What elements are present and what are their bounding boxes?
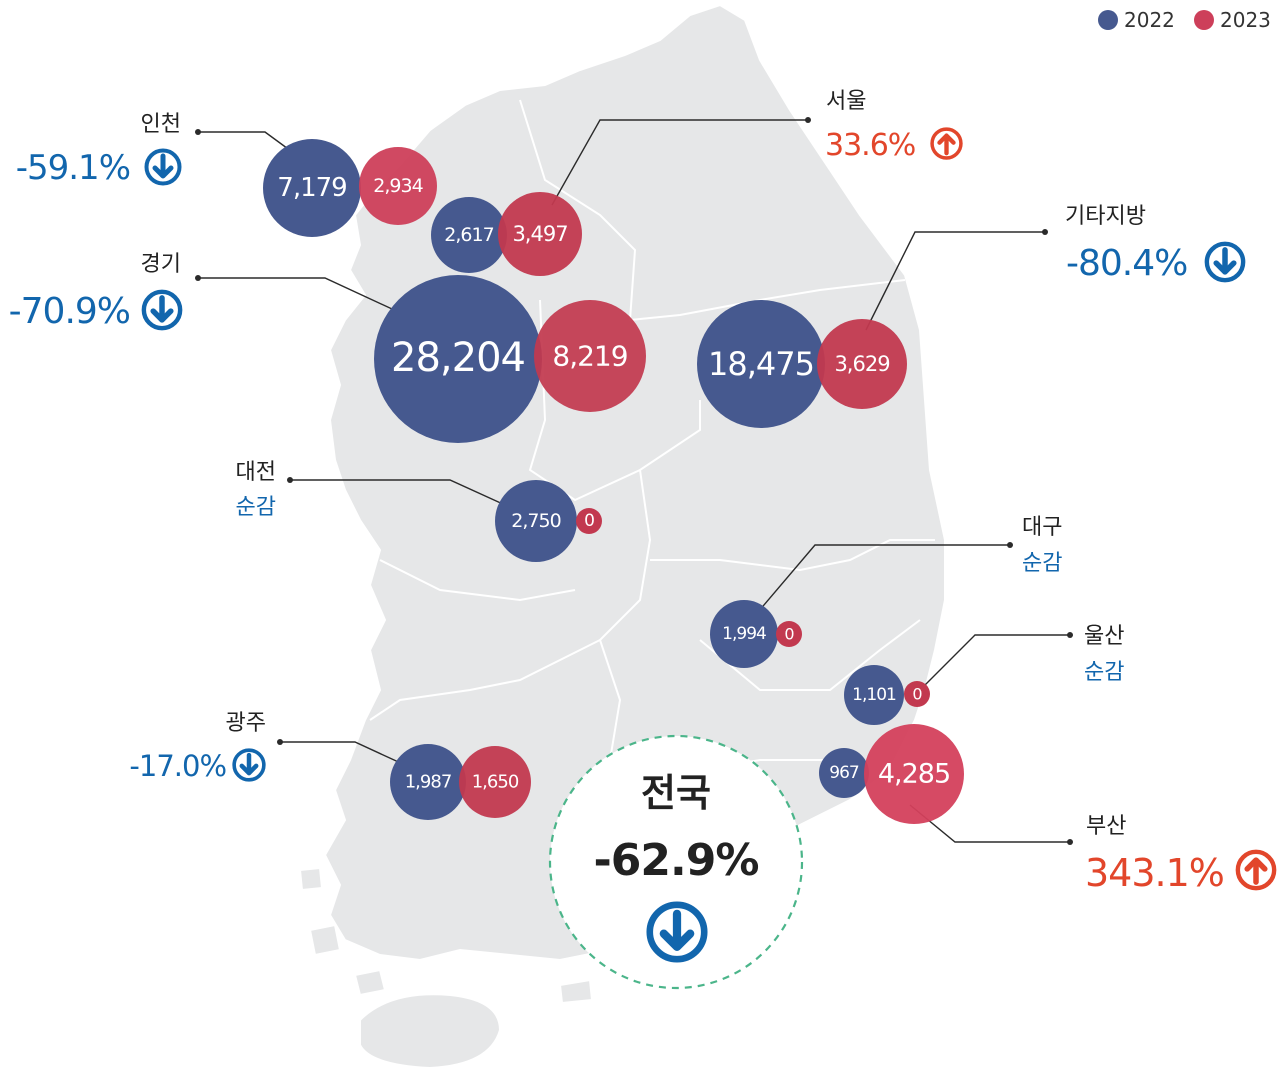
national-total: 전국 -62.9% [548, 734, 804, 990]
bubble-ulsan-2023 [904, 681, 930, 707]
legend-label-2022: 2022 [1124, 8, 1175, 32]
label-gyeonggi: 경기 -70.9% [9, 252, 181, 332]
leader-other [865, 229, 1048, 331]
region-name-gyeonggi: 경기 [141, 252, 181, 277]
value-seoul-2022: 2,617 [444, 224, 493, 246]
leader-daejeon [287, 477, 506, 506]
value-daejeon-2022: 2,750 [511, 510, 560, 532]
change-daegu: 순감 [1022, 551, 1062, 576]
bubble-other-2023 [817, 319, 907, 409]
legend-swatch-2023 [1194, 10, 1214, 30]
bubble-gyeonggi-2022 [374, 275, 542, 443]
change-other: -80.4% [1066, 243, 1187, 284]
bubble-ulsan-2022 [844, 665, 904, 725]
national-ring [548, 734, 804, 990]
bubble-incheon-2023 [359, 147, 437, 225]
change-incheon: -59.1% [16, 148, 130, 188]
change-daejeon: 순감 [236, 495, 276, 520]
bubble-busan-2022 [819, 748, 869, 798]
bubble-daejeon-2023 [576, 508, 602, 534]
leader-seoul [551, 117, 811, 206]
region-name-busan: 부산 [1086, 814, 1126, 839]
leader-gwangju [277, 739, 406, 766]
region-name-incheon: 인천 [141, 112, 181, 137]
region-name-daejeon: 대전 [236, 460, 276, 485]
bubble-gwangju-2022 [390, 744, 466, 820]
bubble-incheon-2022 [263, 139, 361, 237]
region-name-ulsan: 울산 [1084, 624, 1124, 649]
value-gwangju-2023: 1,650 [472, 772, 519, 793]
label-busan: 부산 343.1% [1085, 814, 1274, 895]
arrow-down-circle-icon [650, 905, 704, 959]
value-gyeonggi-2022: 28,204 [391, 335, 525, 381]
bubbles: 7,179 2,934 2,617 3,497 28,204 8,219 18,… [263, 139, 964, 824]
change-seoul: 33.6% [825, 128, 915, 163]
region-name-seoul: 서울 [826, 89, 866, 114]
change-busan: 343.1% [1085, 851, 1224, 895]
change-ulsan: 순감 [1084, 660, 1124, 685]
bubble-seoul-2022 [431, 197, 507, 273]
southwest-islands [298, 866, 594, 1005]
bubble-gyeonggi-2023 [534, 300, 646, 412]
value-other-2023: 3,629 [834, 352, 889, 376]
bubble-other-2022 [697, 300, 825, 428]
change-gwangju: -17.0% [129, 749, 226, 783]
legend-label-2023: 2023 [1220, 8, 1271, 32]
value-ulsan-2022: 1,101 [852, 685, 896, 705]
arrow-down-circle-icon [234, 750, 264, 780]
leader-gyeonggi [195, 275, 406, 316]
national-label: 전국 [641, 771, 711, 815]
national-change: -62.9% [594, 835, 759, 886]
label-daegu: 대구 순감 [1022, 515, 1062, 576]
value-gyeonggi-2023: 8,219 [552, 340, 627, 373]
arrow-down-circle-icon [1207, 244, 1243, 280]
arrow-up-circle-icon [1238, 852, 1274, 888]
value-gwangju-2022: 1,987 [405, 772, 452, 793]
value-ulsan-2023: 0 [912, 685, 922, 704]
value-daegu-2022: 1,994 [722, 624, 766, 644]
value-busan-2022: 967 [829, 763, 859, 783]
region-name-gwangju: 광주 [226, 711, 266, 736]
arrow-down-circle-icon [144, 292, 180, 328]
value-other-2022: 18,475 [708, 345, 814, 383]
label-gwangju: 광주 -17.0% [129, 711, 266, 783]
bubble-busan-2023 [864, 724, 964, 824]
change-gyeonggi: -70.9% [9, 291, 130, 332]
bubble-daegu-2023 [776, 621, 802, 647]
value-daegu-2023: 0 [784, 625, 794, 644]
label-daejeon: 대전 순감 [236, 460, 276, 520]
value-busan-2023: 4,285 [878, 759, 950, 790]
bubble-daejeon-2022 [495, 480, 577, 562]
label-incheon: 인천 -59.1% [16, 112, 181, 188]
value-incheon-2022: 7,179 [277, 173, 346, 203]
label-ulsan: 울산 순감 [1084, 624, 1124, 685]
leader-ulsan [919, 632, 1073, 691]
bubble-seoul-2023 [498, 192, 582, 276]
bubble-daegu-2022 [710, 600, 778, 668]
value-incheon-2023: 2,934 [373, 175, 423, 197]
label-seoul: 서울 33.6% [825, 89, 961, 163]
bubble-gwangju-2023 [459, 746, 531, 818]
legend-swatch-2022 [1098, 10, 1118, 30]
label-other: 기타지방 -80.4% [1065, 204, 1243, 284]
jeju-island [359, 993, 502, 1070]
value-daejeon-2023: 0 [584, 511, 594, 531]
legend: 2022 2023 [1098, 8, 1271, 32]
leader-daegu [757, 542, 1013, 613]
value-seoul-2023: 3,497 [512, 222, 567, 246]
region-name-daegu: 대구 [1022, 515, 1062, 540]
arrow-down-circle-icon [147, 151, 180, 184]
arrow-up-circle-icon [932, 129, 961, 158]
region-name-other: 기타지방 [1065, 204, 1146, 229]
